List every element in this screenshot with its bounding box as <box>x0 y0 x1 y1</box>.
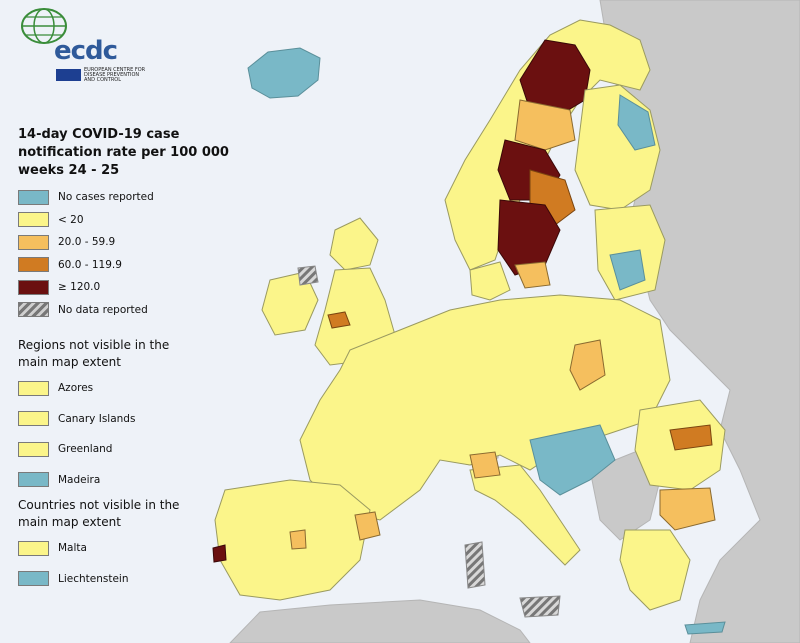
legend-swatch <box>18 302 49 318</box>
legend-label: No data reported <box>58 303 148 316</box>
region-item: Canary Islands <box>18 408 278 431</box>
legend-item: < 20 <box>18 209 278 232</box>
portugal-darkred-region <box>212 544 227 563</box>
legend-swatch <box>18 472 49 488</box>
region-label: Madeira <box>58 473 101 486</box>
region-label: Greenland <box>58 443 113 456</box>
countries-items: Malta Liechtenstein <box>18 537 278 590</box>
crete-blue-region <box>684 621 726 635</box>
legend-label: No cases reported <box>58 191 154 204</box>
legend-items: No cases reported < 20 20.0 - 59.9 60.0 … <box>18 186 278 321</box>
regions-section-title: Regions not visible in the main map exte… <box>18 338 170 369</box>
legend-item: 20.0 - 59.9 <box>18 231 278 254</box>
ecdc-logo: ecdc EUROPEAN CENTRE FOR DISEASE PREVENT… <box>18 6 145 83</box>
baltics-blue-region <box>609 249 646 291</box>
legend-swatch <box>18 189 49 205</box>
region-item: Azores <box>18 377 278 400</box>
denmark-region <box>469 261 511 301</box>
czechia-orange-region <box>569 339 606 391</box>
iceland-region <box>247 47 321 99</box>
legend-swatch <box>18 380 49 396</box>
legend-label: 60.0 - 119.9 <box>58 258 122 271</box>
legend-swatch <box>18 234 49 250</box>
non-eu-land-africa <box>229 599 531 643</box>
country-item: Malta <box>18 537 278 560</box>
legend-swatch <box>18 411 49 427</box>
bulgaria-region <box>659 487 716 531</box>
legend-item: 60.0 - 119.9 <box>18 254 278 277</box>
region-label: Canary Islands <box>58 412 136 425</box>
regions-items: Azores Canary Islands Greenland Madeira <box>18 377 278 491</box>
legend-item: No data reported <box>18 299 278 322</box>
region-label: Azores <box>58 382 94 395</box>
finland-blue-region <box>617 94 656 151</box>
northern-ireland-nodata <box>297 265 319 286</box>
legend-label: 20.0 - 59.9 <box>58 236 116 249</box>
spain-orange-region <box>354 511 381 541</box>
croatia-blue-region <box>529 424 616 496</box>
spain-orange-region-2 <box>289 529 307 550</box>
legend-label: ≥ 120.0 <box>58 281 101 294</box>
scotland-region <box>329 217 379 271</box>
sweden-mid-region <box>514 99 576 151</box>
legend-swatch <box>18 212 49 228</box>
logo-wordmark: ecdc <box>54 36 118 66</box>
country-label: Liechtenstein <box>58 572 129 585</box>
sweden-tip-region <box>514 261 551 289</box>
sardinia-nodata <box>464 541 486 589</box>
italy-region <box>469 464 581 566</box>
legend-item: No cases reported <box>18 186 278 209</box>
region-item: Greenland <box>18 438 278 461</box>
legend-swatch <box>18 279 49 295</box>
region-item: Madeira <box>18 469 278 492</box>
italy-orange-region <box>469 451 501 479</box>
romania-orange-region <box>669 424 713 451</box>
legend-swatch <box>18 257 49 273</box>
eu-flag-icon <box>56 69 81 81</box>
sicily-nodata <box>519 595 561 618</box>
country-item: Liechtenstein <box>18 568 278 591</box>
greece-region <box>619 529 691 611</box>
legend-swatch <box>18 441 49 457</box>
map-legend: 14-day COVID-19 case notification rate p… <box>18 126 278 590</box>
sweden-north-region <box>519 39 591 116</box>
legend-title: 14-day COVID-19 case notification rate p… <box>18 127 229 178</box>
logo-subtitle: EUROPEAN CENTRE FOR DISEASE PREVENTION A… <box>84 67 146 83</box>
legend-swatch <box>18 540 49 556</box>
legend-swatch <box>18 571 49 587</box>
legend-item: ≥ 120.0 <box>18 276 278 299</box>
wales-orange-region <box>327 311 351 329</box>
globe-icon <box>21 8 67 44</box>
countries-section-title: Countries not visible in the main map ex… <box>18 498 180 529</box>
legend-label: < 20 <box>58 213 84 226</box>
country-label: Malta <box>58 542 87 555</box>
